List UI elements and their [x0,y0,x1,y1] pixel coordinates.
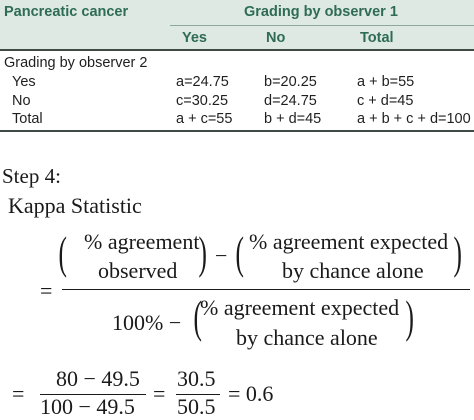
calc-equals-1: = [12,381,25,406]
left-paren: ( [58,227,67,278]
fraction-1-numerator: 80 − 49.5 [56,366,140,391]
col-header-no: No [266,30,286,46]
fraction-1-bar [40,394,146,396]
numerator-right-line1: % agreement expected [249,229,449,254]
denominator-line1: % agreement expected [200,295,400,320]
left-paren: ( [235,227,244,278]
cell-grand-total: a + b + c + d=100 [357,111,471,127]
kappa-heading: Kappa Statistic [8,193,142,218]
col-header-yes: Yes [182,30,207,46]
numerator-left-line2: observed [98,258,178,283]
table-header-band [0,0,474,49]
cell-c: c=30.25 [176,93,229,109]
main-fraction-bar [62,289,470,291]
cell-a-plus-c: a + c=55 [176,111,233,127]
calc-equals-2: = [153,381,166,406]
fraction-2-bar [176,394,220,396]
cell-c-plus-d: c + d=45 [357,93,414,109]
right-paren: ) [453,227,462,278]
denominator-line2: by chance alone [236,325,378,350]
row-label-yes: Yes [12,74,36,90]
header-divider [170,25,474,26]
row-group-header: Grading by observer 2 [4,55,148,71]
table-bottom-rule [0,130,474,132]
right-paren: ) [198,227,207,278]
cell-d: d=24.75 [264,93,317,109]
fraction-2-denominator: 50.5 [177,394,216,419]
kappa-result: = 0.6 [228,381,274,406]
denominator-prefix: 100% − [112,310,182,335]
cell-a-plus-b: a + b=55 [357,74,415,90]
numerator-right-line2: by chance alone [282,258,424,283]
fraction-1-denominator: 100 − 49.5 [40,394,135,419]
numerator-minus: − [215,243,228,268]
header-bottom-rule [0,49,474,51]
formula-equals: = [40,278,53,303]
row-label-total: Total [12,111,43,127]
cell-b: b=20.25 [264,74,317,90]
left-paren: ( [193,291,202,342]
cell-b-plus-d: b + d=45 [264,111,322,127]
col-header-total: Total [360,30,394,46]
step-label: Step 4: [2,164,61,188]
fraction-2-numerator: 30.5 [177,366,216,391]
numerator-left-line1: % agreement [84,229,200,254]
right-paren: ) [405,291,414,342]
table-title: Pancreatic cancer [4,4,129,20]
cell-a: a=24.75 [176,74,229,90]
row-label-no: No [12,93,31,109]
column-group-header: Grading by observer 1 [244,4,398,20]
